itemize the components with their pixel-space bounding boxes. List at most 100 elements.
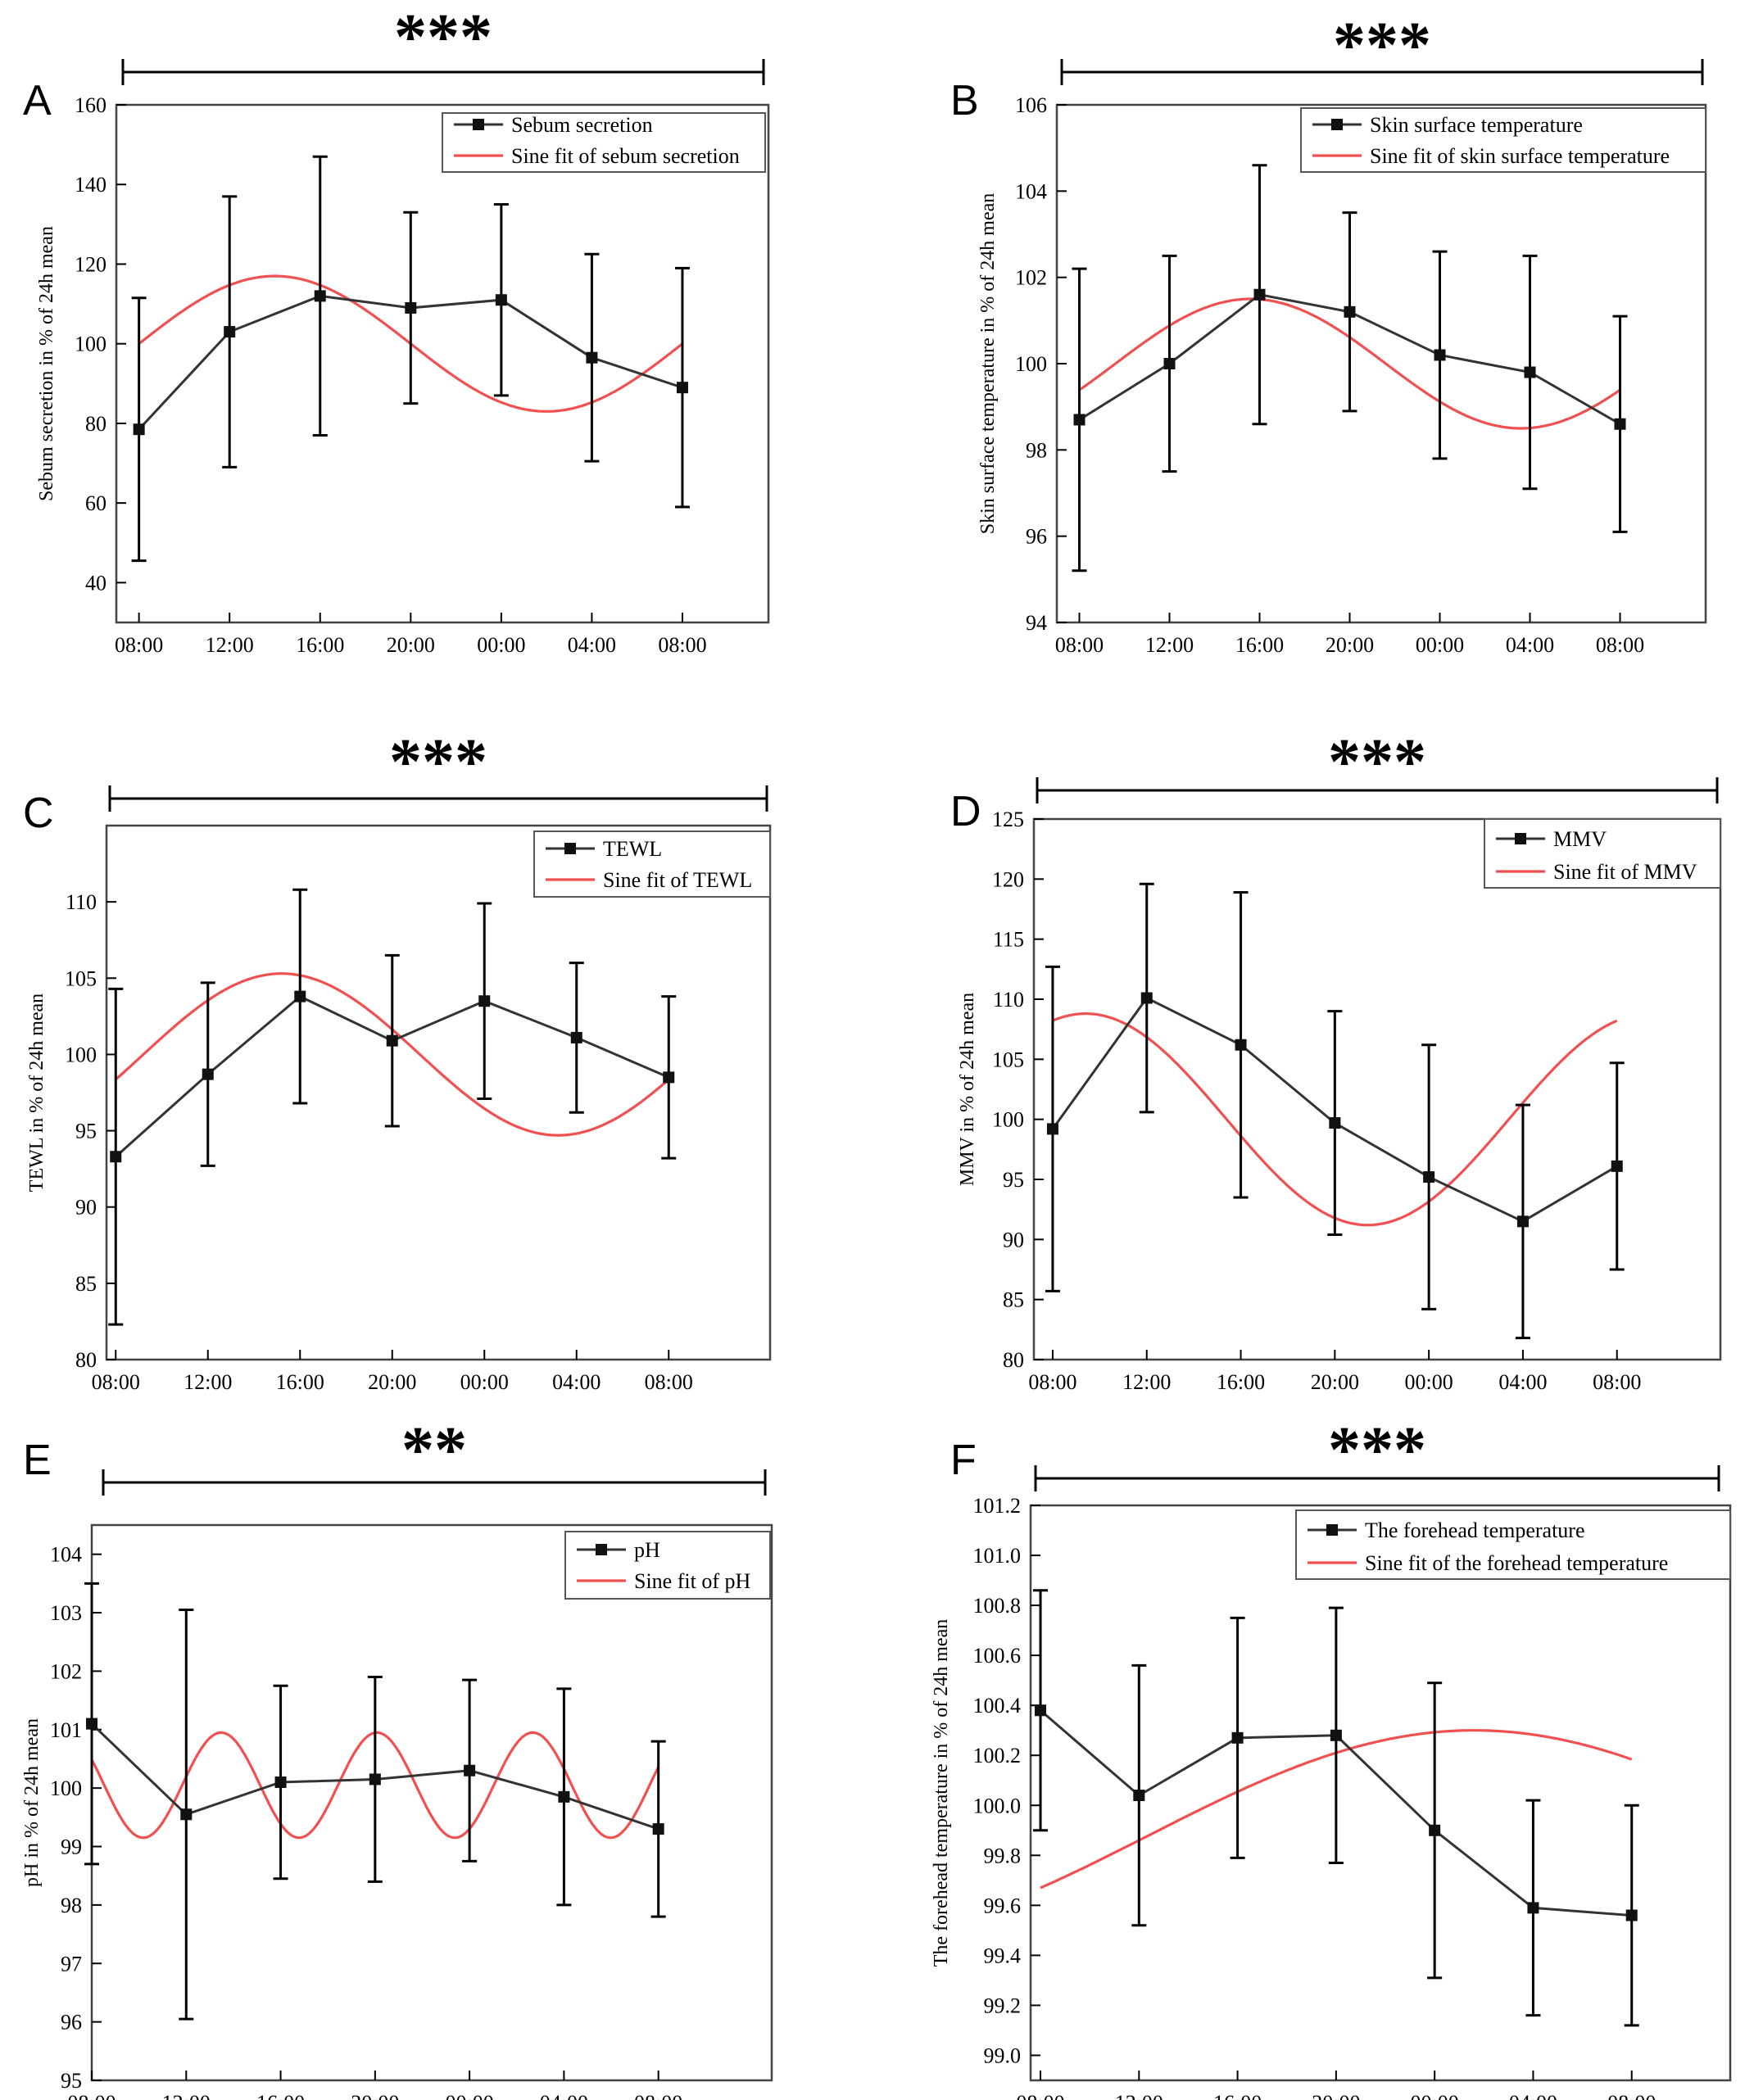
data-point: [1329, 1117, 1341, 1129]
chart-panel-d: D *** 80 85 90 95 100 105 110 115 120 125 08:00 12:00…: [950, 726, 1722, 1394]
y-tick-label: 99.2: [984, 1994, 1022, 2017]
plot-frame: [1029, 1504, 1732, 2082]
y-tick-label: 101.2: [973, 1494, 1022, 1518]
y-tick-label: 80: [85, 412, 107, 436]
y-tick-label: 120: [75, 252, 107, 276]
y-tick-label: 100.4: [973, 1694, 1022, 1718]
x-tick-label: 16:00: [1235, 633, 1284, 657]
x-tick-label: 16:00: [1217, 1370, 1265, 1394]
x-tick-label: 12:00: [162, 2091, 211, 2100]
panel-letter: E: [23, 1437, 52, 1484]
legend-box: [442, 112, 766, 173]
data-point: [558, 1790, 570, 1803]
legend-data-marker: [1326, 1524, 1338, 1536]
y-tick-label: 100: [75, 333, 107, 356]
data-point: [570, 1031, 582, 1043]
legend-box: [1295, 1509, 1731, 1580]
legend-data-marker: [596, 1544, 607, 1555]
data-point: [663, 1071, 675, 1084]
legend-label-data: The forehead temperature: [1365, 1518, 1585, 1542]
data-point: [294, 990, 306, 1002]
x-tick-label: 12:00: [1115, 2091, 1163, 2100]
y-tick-label: 96: [1026, 525, 1047, 549]
y-tick-label: 99.8: [984, 1844, 1022, 1867]
y-tick-label: 102: [1015, 266, 1047, 290]
legend-box: [533, 830, 771, 898]
x-tick-label: 08:00: [1596, 633, 1644, 657]
data-point: [180, 1808, 193, 1821]
y-tick-label: 100: [50, 1776, 82, 1800]
x-tick-label: 00:00: [460, 1370, 509, 1394]
legend-box: [1484, 818, 1721, 889]
y-tick-label: 99.4: [984, 1944, 1022, 1967]
y-tick-label: 120: [992, 867, 1024, 891]
y-tick-label: 100: [1015, 352, 1047, 376]
y-tick-label: 115: [993, 928, 1024, 952]
x-tick-label: 08:00: [1593, 1370, 1641, 1394]
y-tick-label: 100.2: [973, 1744, 1022, 1767]
data-point: [586, 351, 598, 364]
legend-data-marker: [1331, 119, 1343, 130]
x-tick-label: 20:00: [387, 633, 435, 657]
y-tick-label: 90: [75, 1196, 97, 1220]
plot-frame: [1055, 103, 1707, 624]
legend-label-data: MMV: [1553, 827, 1607, 851]
y-tick-label: 100: [992, 1108, 1024, 1132]
x-tick-label: 08:00: [1055, 633, 1104, 657]
legend-box: [564, 1531, 771, 1600]
data-point: [1611, 1160, 1623, 1172]
x-tick-label: 08:00: [1028, 1370, 1076, 1394]
data-point: [1046, 1123, 1058, 1135]
plot-frame: [105, 824, 772, 1361]
chart-panel-e: E ** 95 96 97 98 99 100 101 102 103 104 08:00 12:00 16…: [21, 1414, 773, 2100]
data-point: [1035, 1704, 1047, 1717]
y-tick-label: 94: [1026, 611, 1047, 635]
y-tick-label: 104: [50, 1543, 82, 1567]
x-tick-label: 12:00: [206, 633, 254, 657]
significance-stars: ***: [389, 726, 487, 799]
x-tick-label: 00:00: [1416, 633, 1464, 657]
y-tick-label: 90: [1003, 1228, 1024, 1251]
x-tick-label: 08:00: [92, 1370, 140, 1394]
plot-frame: [90, 1523, 773, 2082]
y-tick-label: 97: [61, 1952, 82, 1976]
y-tick-label: 102: [50, 1659, 82, 1683]
panel-letter: C: [23, 790, 54, 837]
x-tick-label: 16:00: [1213, 2091, 1262, 2100]
y-axis-label: TEWL in % of 24h mean: [26, 993, 48, 1192]
data-point: [202, 1068, 214, 1080]
y-tick-label: 140: [75, 173, 107, 197]
x-tick-label: 00:00: [1411, 2091, 1459, 2100]
y-tick-label: 98: [61, 1894, 82, 1917]
y-tick-label: 110: [993, 988, 1024, 1012]
y-tick-label: 100.0: [973, 1794, 1022, 1817]
y-tick-label: 85: [75, 1272, 97, 1296]
data-point: [495, 294, 507, 306]
legend-label-fit: Sine fit of pH: [634, 1569, 750, 1593]
data-point: [1516, 1215, 1529, 1228]
x-tick-label: 12:00: [1122, 1370, 1171, 1394]
plot-frame: [115, 103, 770, 624]
legend-label-fit: Sine fit of MMV: [1553, 860, 1697, 884]
x-tick-label: 20:00: [368, 1370, 416, 1394]
y-tick-label: 105: [992, 1048, 1024, 1071]
y-tick-label: 160: [75, 93, 107, 117]
y-tick-label: 99.6: [984, 1894, 1022, 1917]
data-point: [478, 995, 491, 1007]
y-tick-label: 95: [1003, 1168, 1024, 1192]
y-tick-label: 95: [61, 2069, 82, 2093]
y-axis-label: Sebum secretion in % of 24h mean: [36, 226, 57, 501]
x-tick-label: 16:00: [256, 2091, 305, 2100]
x-tick-label: 04:00: [1506, 633, 1554, 657]
x-tick-label: 12:00: [184, 1370, 232, 1394]
y-axis-label: The forehead temperature in % of 24h mea…: [931, 1619, 952, 1966]
chart-panel-a: A *** 40 60 80 100 120 140 160 08:00 12:00 16:00 20:…: [23, 2, 770, 657]
y-tick-label: 99: [61, 1835, 82, 1859]
x-tick-label: 20:00: [1312, 2091, 1360, 2100]
y-tick-label: 80: [75, 1348, 97, 1372]
x-tick-label: 04:00: [552, 1370, 601, 1394]
data-point: [1235, 1039, 1247, 1051]
data-point: [369, 1773, 381, 1785]
x-tick-label: 08:00: [634, 2091, 682, 2100]
x-tick-label: 08:00: [115, 633, 163, 657]
